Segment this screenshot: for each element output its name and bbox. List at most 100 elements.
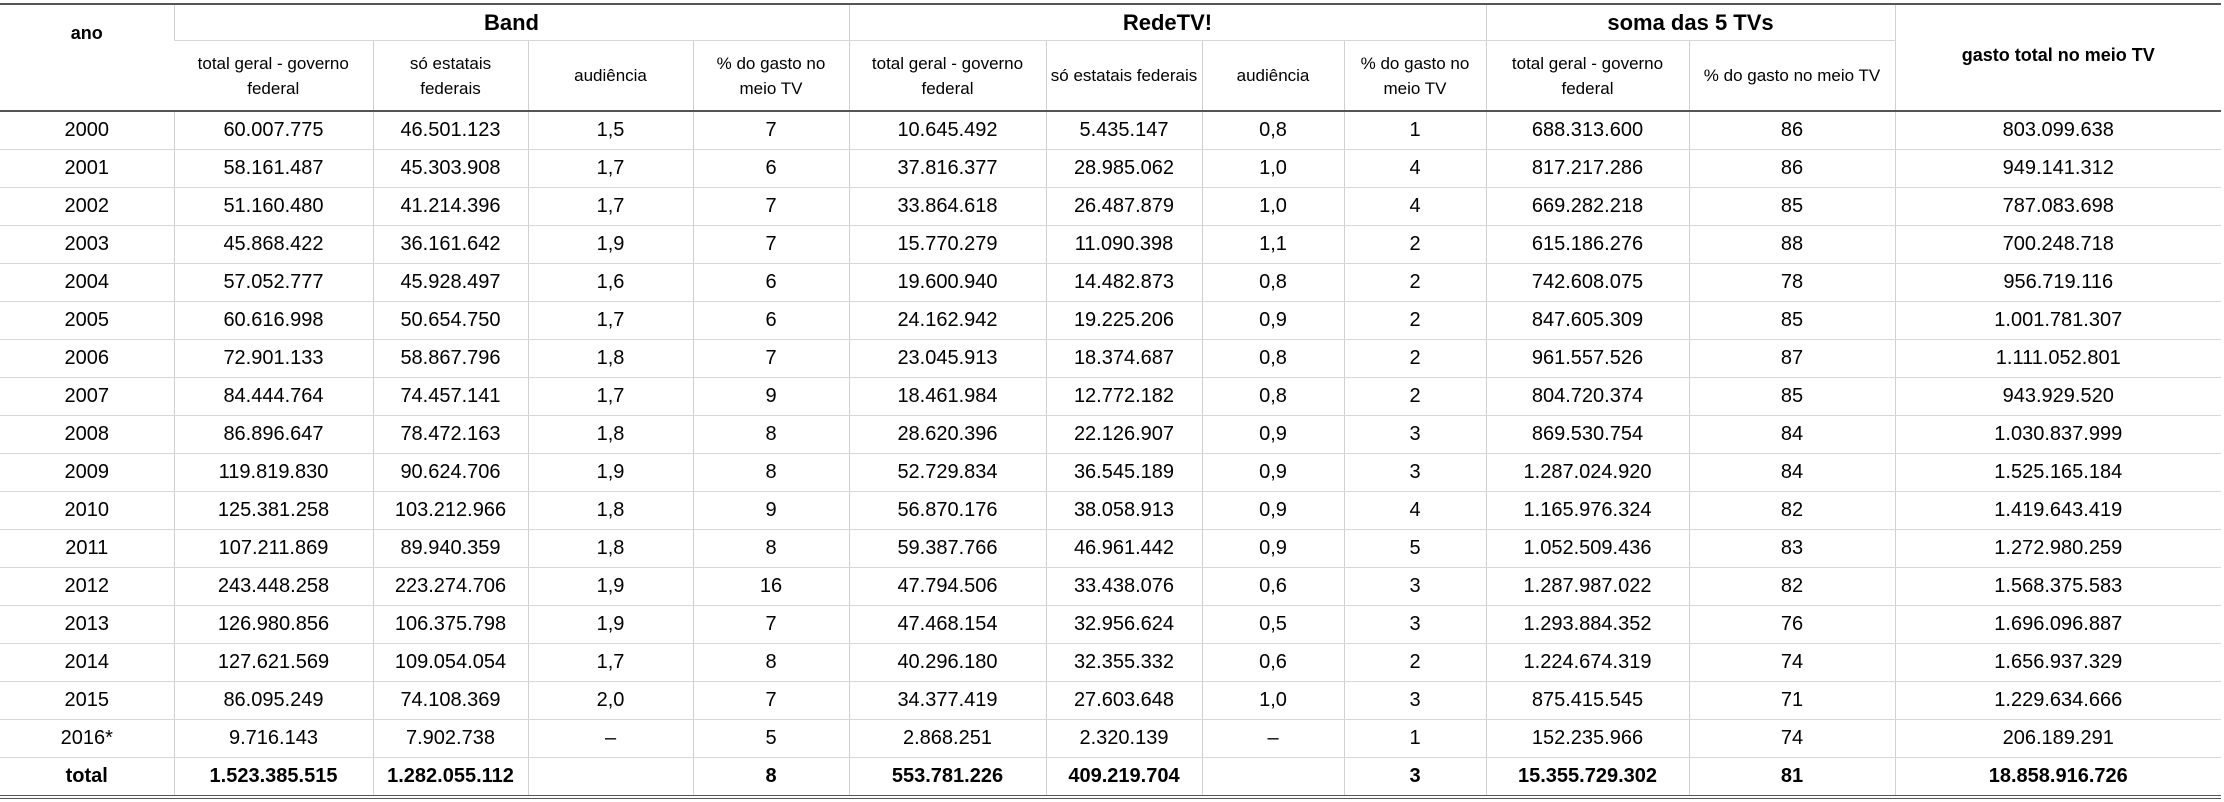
value-cell: 0,8	[1201, 339, 1344, 378]
value-cell: 9	[692, 491, 849, 530]
year-cell: 2001	[0, 149, 174, 188]
value-cell: 12.772.182	[1045, 377, 1202, 416]
value-cell: 86	[1688, 149, 1895, 188]
year-cell: 2015	[0, 681, 174, 720]
value-cell: 4	[1343, 491, 1486, 530]
total-cell: 15.355.729.302	[1485, 757, 1689, 799]
value-cell: 89.940.359	[372, 529, 528, 568]
value-cell: 1.293.884.352	[1485, 605, 1689, 644]
value-cell: 1.568.375.583	[1894, 567, 2221, 606]
value-cell: 45.928.497	[372, 263, 528, 302]
value-cell: 1.224.674.319	[1485, 643, 1689, 682]
total-cell: 409.219.704	[1045, 757, 1202, 799]
value-cell: 0,8	[1201, 263, 1344, 302]
value-cell: 1,0	[1201, 149, 1344, 188]
value-cell: 2	[1343, 301, 1486, 340]
value-cell: 19.225.206	[1045, 301, 1202, 340]
table-row: 2016* 9.716.143 7.902.738–5 2.868.251 2.320.…	[0, 719, 2221, 758]
value-cell: 742.608.075	[1485, 263, 1689, 302]
value-cell: 1,8	[527, 415, 693, 454]
value-cell: 83	[1688, 529, 1895, 568]
value-cell: 875.415.545	[1485, 681, 1689, 720]
value-cell: 817.217.286	[1485, 149, 1689, 188]
value-cell: 3	[1343, 605, 1486, 644]
value-cell: 85	[1688, 377, 1895, 416]
column-header-row: total geral - governo federal só estatais…	[0, 40, 2221, 112]
value-cell: 9	[692, 377, 849, 416]
value-cell: 1,6	[527, 263, 693, 302]
total-cell	[527, 757, 693, 799]
value-cell: 847.605.309	[1485, 301, 1689, 340]
value-cell: 109.054.054	[372, 643, 528, 682]
value-cell: 84	[1688, 453, 1895, 492]
value-cell: 86	[1688, 111, 1895, 150]
total-cell	[1201, 757, 1344, 799]
value-cell: 1.696.096.887	[1894, 605, 2221, 644]
value-cell: 1.287.024.920	[1485, 453, 1689, 492]
value-cell: 27.603.648	[1045, 681, 1202, 720]
value-cell: 803.099.638	[1894, 111, 2221, 150]
total-cell: 8	[692, 757, 849, 799]
value-cell: 23.045.913	[848, 339, 1046, 378]
year-cell: 2016*	[0, 719, 174, 758]
value-cell: 19.600.940	[848, 263, 1046, 302]
value-cell: 1.419.643.419	[1894, 491, 2221, 530]
value-cell: 5	[692, 719, 849, 758]
value-cell: 84.444.764	[173, 377, 373, 416]
year-cell: 2014	[0, 643, 174, 682]
value-cell: 804.720.374	[1485, 377, 1689, 416]
total-cell: 553.781.226	[848, 757, 1046, 799]
value-cell: 1,9	[527, 605, 693, 644]
group-header-row: ano Band RedeTV! soma das 5 TVs gasto total…	[0, 3, 2221, 112]
value-cell: 700.248.718	[1894, 225, 2221, 264]
value-cell: 38.058.913	[1045, 491, 1202, 530]
value-cell: 74	[1688, 643, 1895, 682]
value-cell: 3	[1343, 567, 1486, 606]
value-cell: 82	[1688, 567, 1895, 606]
value-cell: 37.816.377	[848, 149, 1046, 188]
value-cell: 18.374.687	[1045, 339, 1202, 378]
table-row: 2005 60.616.998 50.654.750 1,7 6 24.162.942 19…	[0, 301, 2221, 340]
value-cell: 86.896.647	[173, 415, 373, 454]
column-header: total geral - governo federal	[848, 40, 1046, 112]
value-cell: 688.313.600	[1485, 111, 1689, 150]
table-row: 2012 243.448.258 223.274.706 1,9 16 47.794.50…	[0, 567, 2221, 606]
table-row: 2010 125.381.258 103.212.966 1,8 9 56.870.176…	[0, 491, 2221, 530]
value-cell: –	[527, 719, 693, 758]
value-cell: 3	[1343, 453, 1486, 492]
value-cell: 0,8	[1201, 111, 1344, 150]
value-cell: 1,8	[527, 491, 693, 530]
value-cell: 2.868.251	[848, 719, 1046, 758]
year-cell: 2010	[0, 491, 174, 530]
column-header: total geral - governo federal	[1485, 40, 1689, 112]
value-cell: 88	[1688, 225, 1895, 264]
value-cell: 1,8	[527, 529, 693, 568]
value-cell: 41.214.396	[372, 187, 528, 226]
value-cell: 87	[1688, 339, 1895, 378]
table-row: 2004 57.052.777 45.928.497 1,6 6 19.600.940 14…	[0, 263, 2221, 302]
total-cell: 1.523.385.515	[173, 757, 373, 799]
value-cell: 0,5	[1201, 605, 1344, 644]
column-header: % do gasto no meio TV	[1343, 40, 1486, 112]
value-cell: 59.387.766	[848, 529, 1046, 568]
value-cell: 223.274.706	[372, 567, 528, 606]
value-cell: 1,8	[527, 339, 693, 378]
value-cell: 1.030.837.999	[1894, 415, 2221, 454]
value-cell: 58.867.796	[372, 339, 528, 378]
value-cell: 2,0	[527, 681, 693, 720]
table-row: 2015 86.095.249 74.108.369 2,0 7 34.377.419 27…	[0, 681, 2221, 720]
table-row: 2014 127.621.569 109.054.054 1,7 8 40.296.180…	[0, 643, 2221, 682]
value-cell: 46.961.442	[1045, 529, 1202, 568]
year-cell: 2003	[0, 225, 174, 264]
value-cell: 36.545.189	[1045, 453, 1202, 492]
value-cell: 33.438.076	[1045, 567, 1202, 606]
value-cell: 5	[1343, 529, 1486, 568]
value-cell: 2.320.139	[1045, 719, 1202, 758]
value-cell: 5.435.147	[1045, 111, 1202, 150]
value-cell: 1.165.976.324	[1485, 491, 1689, 530]
table-row: 2008 86.896.647 78.472.163 1,8 8 28.620.396 22…	[0, 415, 2221, 454]
value-cell: 1,0	[1201, 187, 1344, 226]
value-cell: 4	[1343, 149, 1486, 188]
value-cell: 78	[1688, 263, 1895, 302]
value-cell: 3	[1343, 681, 1486, 720]
